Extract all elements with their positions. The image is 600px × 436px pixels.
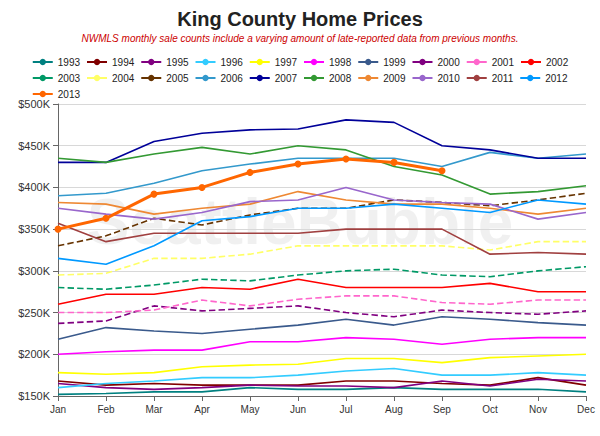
svg-text:2008: 2008 bbox=[329, 73, 352, 84]
svg-text:SeattleBubble: SeattleBubble bbox=[86, 186, 514, 258]
svg-text:2010: 2010 bbox=[437, 73, 460, 84]
svg-text:2012: 2012 bbox=[545, 73, 568, 84]
svg-text:1995: 1995 bbox=[166, 57, 189, 68]
svg-text:Aug: Aug bbox=[385, 404, 403, 415]
svg-text:2011: 2011 bbox=[492, 73, 514, 84]
svg-text:1998: 1998 bbox=[329, 57, 352, 68]
svg-text:May: May bbox=[241, 404, 260, 415]
svg-text:2007: 2007 bbox=[275, 73, 298, 84]
svg-text:2003: 2003 bbox=[58, 73, 81, 84]
svg-text:1997: 1997 bbox=[275, 57, 298, 68]
svg-text:2013: 2013 bbox=[58, 89, 81, 100]
svg-text:2006: 2006 bbox=[221, 73, 244, 84]
svg-text:2009: 2009 bbox=[383, 73, 406, 84]
svg-text:2001: 2001 bbox=[492, 57, 515, 68]
svg-text:2004: 2004 bbox=[112, 73, 135, 84]
svg-text:1999: 1999 bbox=[383, 57, 406, 68]
svg-text:$300K: $300K bbox=[18, 265, 50, 277]
svg-text:Oct: Oct bbox=[482, 404, 498, 415]
svg-text:2000: 2000 bbox=[437, 57, 460, 68]
svg-text:Feb: Feb bbox=[97, 404, 115, 415]
svg-text:King County Home Prices: King County Home Prices bbox=[177, 8, 423, 30]
svg-text:Dec: Dec bbox=[577, 404, 595, 415]
svg-text:2005: 2005 bbox=[166, 73, 189, 84]
svg-text:Nov: Nov bbox=[529, 404, 547, 415]
svg-text:NWMLS monthly sale counts incl: NWMLS monthly sale counts include a vary… bbox=[82, 33, 519, 44]
svg-text:$500K: $500K bbox=[18, 98, 50, 110]
svg-text:Jul: Jul bbox=[340, 404, 353, 415]
svg-text:$200K: $200K bbox=[18, 348, 50, 360]
svg-text:$350K: $350K bbox=[18, 223, 50, 235]
svg-text:Jan: Jan bbox=[50, 404, 66, 415]
svg-text:$250K: $250K bbox=[18, 307, 50, 319]
svg-text:$400K: $400K bbox=[18, 181, 50, 193]
svg-text:1996: 1996 bbox=[221, 57, 244, 68]
svg-text:$450K: $450K bbox=[18, 140, 50, 152]
svg-text:Apr: Apr bbox=[194, 404, 210, 415]
svg-text:Jun: Jun bbox=[290, 404, 306, 415]
svg-text:1994: 1994 bbox=[112, 57, 135, 68]
svg-text:$150K: $150K bbox=[18, 390, 50, 402]
svg-text:Sep: Sep bbox=[433, 404, 451, 415]
svg-text:1993: 1993 bbox=[58, 57, 81, 68]
svg-text:2002: 2002 bbox=[546, 57, 569, 68]
svg-text:Mar: Mar bbox=[145, 404, 163, 415]
